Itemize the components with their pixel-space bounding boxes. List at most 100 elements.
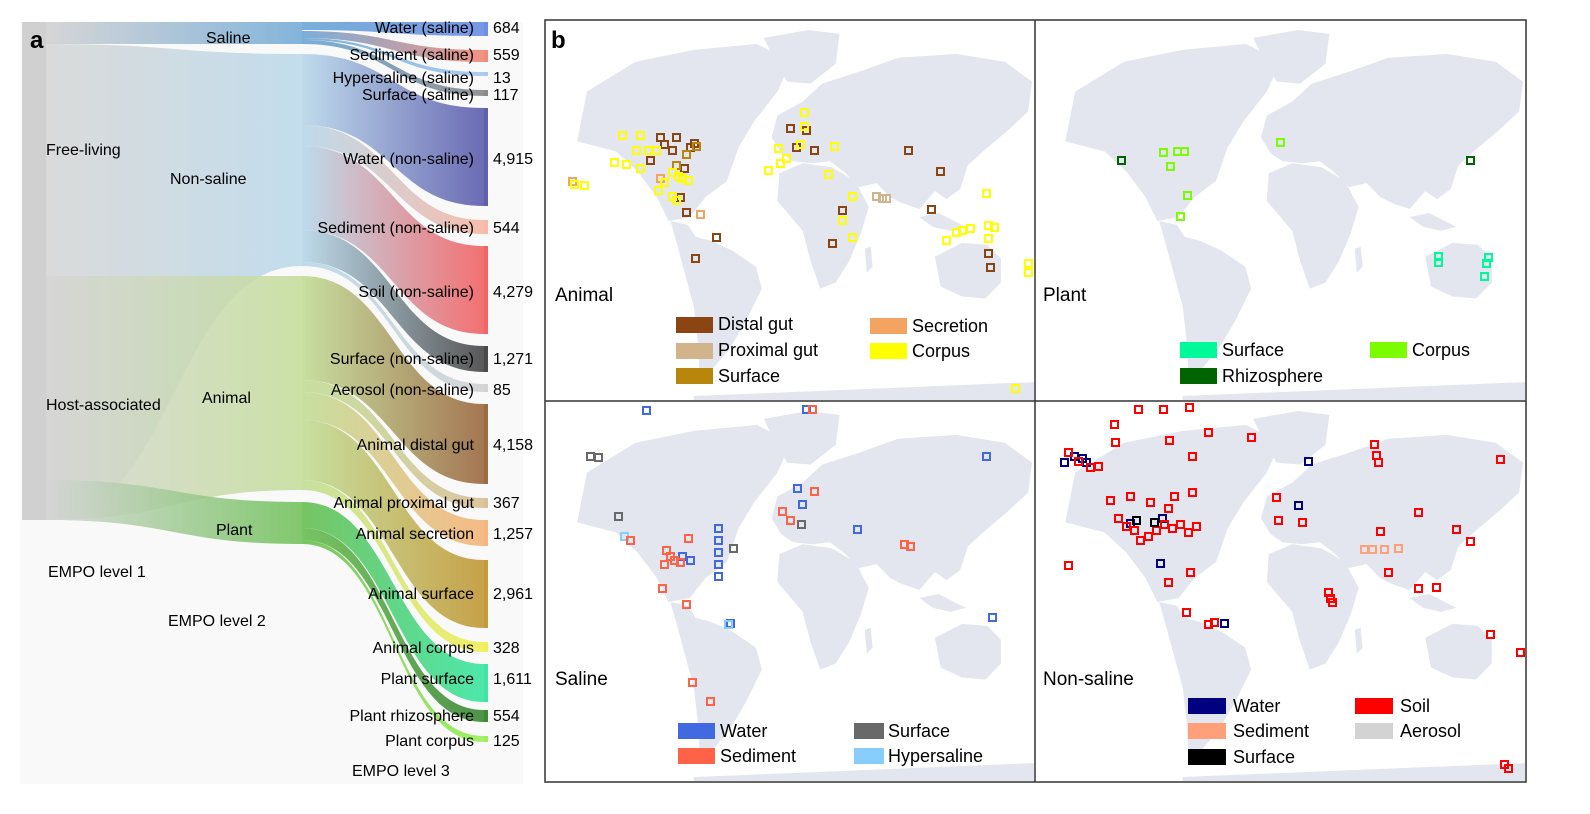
- level2-label-plant: Plant: [216, 522, 253, 539]
- legend-label-aerosol: Aerosol: [1400, 721, 1461, 741]
- sample-marker: [936, 167, 945, 176]
- sample-marker: [724, 620, 733, 629]
- level3-node-p_rhiz: [484, 710, 488, 722]
- sample-marker: [1374, 458, 1383, 467]
- sample-marker: [632, 146, 641, 155]
- sample-marker: [853, 525, 862, 534]
- sample-marker: [927, 205, 936, 214]
- level3-node-w_non: [484, 108, 488, 206]
- sample-marker: [1064, 561, 1073, 570]
- sample-marker: [714, 572, 723, 581]
- sample-marker: [696, 210, 705, 219]
- sample-marker: [966, 224, 975, 233]
- sample-marker: [646, 156, 655, 165]
- sample-marker: [778, 507, 787, 516]
- sample-marker: [686, 556, 695, 565]
- legend-label-nonsaline-sediment: Sediment: [1233, 721, 1309, 741]
- sample-marker: [786, 516, 795, 525]
- sample-marker: [1384, 568, 1393, 577]
- flow-su_non: [302, 230, 484, 372]
- map-saline-legend: Water Sediment Surface Hypersaline: [678, 721, 983, 766]
- sample-marker: [828, 239, 837, 248]
- level3-label-w_non: Water (non-saline): [343, 151, 474, 168]
- legend-swatch-plant-surface: [1180, 342, 1217, 358]
- sample-marker: [986, 263, 995, 272]
- sample-marker: [1480, 272, 1489, 281]
- sample-marker: [706, 697, 715, 706]
- level3-count-a_surf: 2,961: [493, 586, 533, 603]
- sample-marker: [1144, 532, 1153, 541]
- sample-marker: [682, 150, 691, 159]
- map-nonsaline-legend: Water Sediment Surface Soil Aerosol: [1188, 696, 1461, 767]
- level2-labels: Saline Non-saline Animal Plant: [170, 30, 253, 539]
- sample-marker: [626, 536, 635, 545]
- sample-marker: [1394, 544, 1403, 553]
- sample-marker: [672, 196, 681, 205]
- sample-marker: [1188, 452, 1197, 461]
- flow-h_sal: [302, 38, 484, 76]
- flow-level1-to-plant: [46, 480, 302, 544]
- flow-soil: [302, 146, 484, 334]
- level3-node-a_corp: [484, 642, 488, 652]
- sample-marker: [1156, 559, 1165, 568]
- sample-marker: [1192, 522, 1201, 531]
- level3-node-a_sec: [484, 520, 488, 546]
- level3-label-p_corp: Plant corpus: [385, 733, 474, 750]
- sample-marker: [1432, 583, 1441, 592]
- level2-label-nonsaline: Non-saline: [170, 171, 247, 188]
- sample-marker: [774, 144, 783, 153]
- sample-marker: [1466, 537, 1475, 546]
- sample-marker: [622, 160, 631, 169]
- level3-node-a_dist: [484, 404, 488, 484]
- sample-marker: [990, 223, 999, 232]
- sample-marker: [714, 548, 723, 557]
- sample-marker: [684, 176, 693, 185]
- sample-marker: [684, 534, 693, 543]
- sample-marker: [1274, 516, 1283, 525]
- sample-marker: [782, 154, 791, 163]
- sample-marker: [1176, 212, 1185, 221]
- sample-marker: [1106, 496, 1115, 505]
- level3-label-su_sal: Surface (saline): [362, 87, 474, 104]
- sample-marker: [1170, 492, 1179, 501]
- sample-marker: [1185, 403, 1194, 412]
- sample-marker: [1188, 488, 1197, 497]
- legend-swatch-secretion: [870, 318, 907, 334]
- sample-marker: [1183, 191, 1192, 200]
- legend-swatch-nonsaline-sediment: [1188, 723, 1226, 739]
- map-saline-title: Saline: [555, 669, 608, 690]
- sample-marker: [1294, 501, 1303, 510]
- sankey-flows: [22, 22, 484, 742]
- sample-marker: [1182, 608, 1191, 617]
- sample-marker: [714, 536, 723, 545]
- sample-marker: [1186, 568, 1195, 577]
- sample-marker: [848, 233, 857, 242]
- legend-swatch-nonsaline-water: [1188, 698, 1226, 714]
- level3-count-p_rhiz: 554: [493, 708, 520, 725]
- sample-marker: [682, 600, 691, 609]
- level3-count-h_sal: 13: [493, 70, 511, 87]
- sample-marker: [1298, 518, 1307, 527]
- sample-marker: [1370, 440, 1379, 449]
- sample-marker: [594, 453, 603, 462]
- sample-marker: [800, 122, 809, 131]
- legend-swatch-distal-gut: [676, 317, 713, 333]
- sample-marker: [688, 678, 697, 687]
- flow-w_sal: [302, 22, 484, 36]
- sample-marker: [1276, 138, 1285, 147]
- flow-level1-to-animal: [46, 276, 302, 520]
- sample-marker: [1220, 619, 1229, 628]
- level3-node-su_non: [484, 346, 488, 372]
- level3-label-a_sec: Animal secretion: [356, 526, 474, 543]
- legend-swatch-hypersaline: [854, 748, 884, 764]
- map-animal-title: Animal: [555, 285, 613, 306]
- sample-marker: [1164, 578, 1173, 587]
- level3-count-p_corp: 125: [493, 733, 520, 750]
- sample-marker: [764, 166, 773, 175]
- empo-level1-title: EMPO level 1: [48, 564, 146, 581]
- sample-marker: [660, 560, 669, 569]
- flow-w_non: [302, 54, 484, 206]
- level3-label-p_surf: Plant surface: [381, 671, 474, 688]
- sample-marker: [796, 140, 805, 149]
- level3-count-a_prox: 367: [493, 495, 520, 512]
